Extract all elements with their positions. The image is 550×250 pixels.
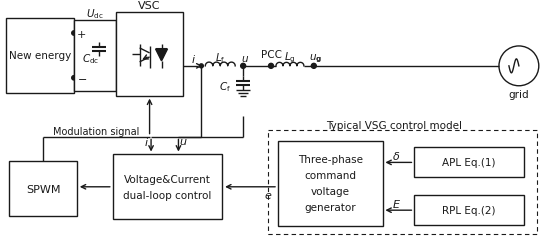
Text: Modulation signal: Modulation signal [53, 126, 140, 136]
Text: Typical VSG control model: Typical VSG control model [327, 120, 463, 130]
Text: RPL Eq.(2): RPL Eq.(2) [442, 205, 496, 215]
Text: Three-phase: Three-phase [298, 155, 363, 165]
Text: generator: generator [305, 202, 356, 212]
Text: voltage: voltage [311, 186, 350, 196]
Bar [414, 148, 524, 178]
Text: $-$: $-$ [77, 72, 87, 83]
Bar [414, 196, 524, 225]
Text: VSC: VSC [139, 1, 161, 11]
Text: dual-loop control: dual-loop control [123, 190, 212, 200]
Text: $C_{\rm f}$: $C_{\rm f}$ [219, 80, 231, 93]
Bar [113, 155, 222, 219]
Polygon shape [156, 50, 168, 62]
Text: SPWM: SPWM [26, 184, 60, 194]
Text: grid: grid [509, 89, 529, 99]
Text: $u$: $u$ [241, 54, 249, 64]
Bar [6, 19, 74, 93]
Text: $u$: $u$ [179, 136, 188, 146]
Text: New energy: New energy [9, 51, 71, 61]
Bar [268, 130, 537, 234]
Text: $U_{\rm dc}$: $U_{\rm dc}$ [86, 7, 104, 21]
Text: $L_{\rm g}$: $L_{\rm g}$ [284, 50, 296, 65]
Text: $i$: $i$ [191, 53, 196, 65]
Text: $u_{\bf g}$: $u_{\bf g}$ [309, 52, 322, 65]
Circle shape [268, 64, 273, 69]
Text: PCC: PCC [261, 50, 282, 60]
Text: command: command [304, 171, 356, 180]
Text: +: + [77, 30, 86, 40]
Text: $\delta$: $\delta$ [392, 150, 400, 162]
Circle shape [72, 76, 76, 81]
Circle shape [311, 64, 316, 69]
Text: $E$: $E$ [392, 198, 401, 209]
Bar [9, 162, 77, 216]
Circle shape [241, 64, 246, 69]
Text: $i$: $i$ [144, 135, 149, 147]
Circle shape [199, 64, 204, 68]
Text: $e$: $e$ [264, 190, 272, 200]
Text: Voltage&Current: Voltage&Current [124, 174, 211, 184]
Circle shape [72, 32, 76, 36]
Bar [278, 142, 382, 226]
Text: $L_{\rm f}$: $L_{\rm f}$ [215, 51, 226, 64]
Text: $C_{\rm dc}$: $C_{\rm dc}$ [82, 52, 99, 66]
Bar [116, 13, 183, 96]
Bar [74, 21, 116, 91]
Text: APL Eq.(1): APL Eq.(1) [442, 158, 496, 168]
